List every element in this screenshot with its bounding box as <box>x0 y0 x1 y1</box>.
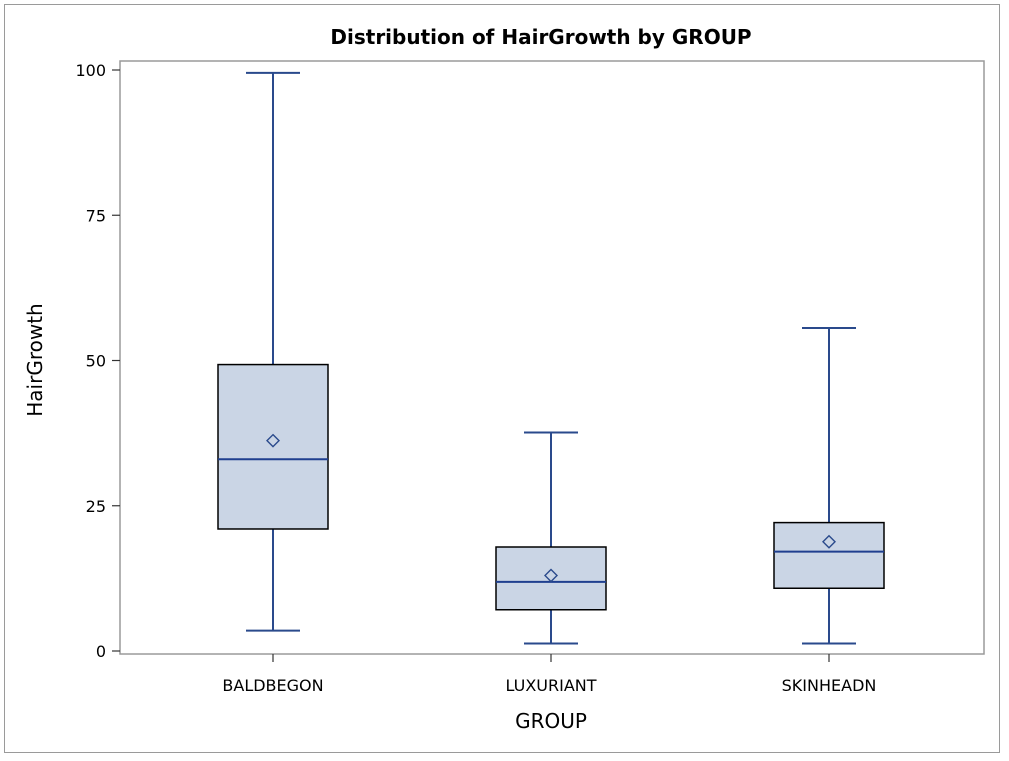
box-series <box>217 71 885 645</box>
y-tick-label: 75 <box>86 206 106 225</box>
box-skinheadn <box>773 326 885 645</box>
chart-frame <box>4 4 1000 753</box>
interquartile-box <box>495 546 607 611</box>
x-tick-label: SKINHEADN <box>782 676 877 695</box>
mean-marker <box>822 534 836 549</box>
x-tick-label: LUXURIANT <box>505 676 596 695</box>
interquartile-box <box>773 521 885 590</box>
plot-area <box>119 60 985 655</box>
box-luxuriant <box>495 431 607 645</box>
y-tick-label: 0 <box>96 642 106 661</box>
mean-marker <box>544 568 558 583</box>
y-axis: 0 25 50 75 100 <box>75 61 120 661</box>
box-baldbegon <box>217 71 329 632</box>
chart-title: Distribution of HairGrowth by GROUP <box>330 25 751 49</box>
y-tick-label: 100 <box>75 61 106 80</box>
y-tick-label: 25 <box>86 497 106 516</box>
x-axis: BALDBEGON LUXURIANT SKINHEADN <box>222 654 876 695</box>
x-tick-label: BALDBEGON <box>222 676 323 695</box>
x-axis-label: GROUP <box>515 709 587 733</box>
mean-marker <box>266 433 280 448</box>
y-axis-label: HairGrowth <box>23 303 47 416</box>
y-tick-label: 50 <box>86 352 106 371</box>
